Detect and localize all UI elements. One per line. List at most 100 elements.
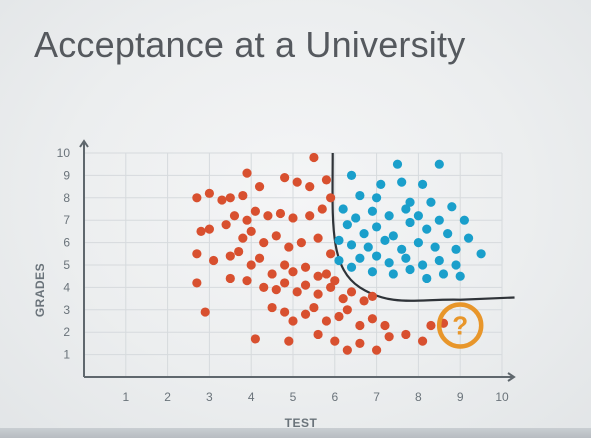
- accepted-point: [463, 233, 474, 243]
- rejected-point: [284, 242, 294, 252]
- y-tick-label: 1: [63, 348, 70, 362]
- x-tick-label: 9: [457, 390, 464, 404]
- rejected-point: [234, 246, 244, 257]
- rejected-point: [250, 206, 260, 216]
- x-tick-label: 6: [331, 390, 338, 404]
- accepted-point: [434, 159, 444, 169]
- accepted-point: [397, 177, 407, 187]
- rejected-point: [208, 255, 219, 266]
- rejected-point: [217, 195, 227, 205]
- rejected-point: [334, 311, 344, 322]
- rejected-point: [342, 345, 352, 355]
- rejected-point: [204, 188, 214, 198]
- y-axis-label: GRADES: [33, 263, 47, 317]
- rejected-point: [426, 320, 436, 331]
- rejected-point: [300, 280, 311, 290]
- rejected-point: [330, 336, 340, 346]
- rejected-point: [288, 267, 298, 277]
- rejected-point: [305, 182, 315, 192]
- y-tick-label: 4: [63, 280, 70, 294]
- y-tick-label: 6: [63, 236, 70, 250]
- rejected-point: [246, 260, 256, 270]
- bottom-bar: [0, 428, 591, 438]
- y-tick-label: 8: [63, 191, 70, 205]
- rejected-point: [313, 271, 323, 281]
- rejected-point: [238, 190, 248, 201]
- rejected-point: [321, 175, 332, 185]
- rejected-point: [288, 316, 298, 326]
- rejected-point: [238, 233, 248, 243]
- rejected-point: [313, 289, 323, 299]
- rejected-point: [321, 269, 332, 279]
- y-tick-label: 7: [63, 213, 70, 227]
- rejected-point: [326, 193, 336, 203]
- accepted-point: [455, 271, 465, 281]
- rejected-point: [313, 329, 323, 340]
- question-circle: [436, 302, 484, 349]
- accepted-point: [405, 217, 415, 228]
- rejected-point: [196, 226, 206, 236]
- accepted-point: [443, 229, 453, 239]
- y-tick-label: 5: [63, 258, 70, 272]
- rejected-point: [250, 334, 260, 344]
- rejected-point: [296, 238, 306, 248]
- rejected-point: [330, 276, 340, 286]
- rejected-point: [200, 307, 210, 317]
- y-tick-label: 9: [63, 168, 70, 182]
- rejected-point: [284, 336, 294, 346]
- rejected-point: [401, 329, 411, 340]
- accepted-point: [355, 190, 365, 201]
- rejected-point: [259, 238, 269, 248]
- axes: [79, 139, 516, 382]
- rejected-point: [380, 320, 390, 331]
- rejected-point: [372, 345, 382, 355]
- accepted-point: [372, 222, 382, 232]
- accepted-point: [346, 262, 357, 272]
- accepted-point: [434, 215, 444, 225]
- rejected-point: [271, 231, 281, 241]
- accepted-point: [401, 253, 411, 263]
- accepted-point: [434, 255, 444, 266]
- rejected-point: [300, 309, 311, 319]
- accepted-point: [392, 159, 403, 169]
- accepted-point: [417, 260, 428, 270]
- rejected-point: [292, 177, 302, 187]
- rejected-point: [280, 307, 290, 317]
- rejected-point: [242, 215, 252, 225]
- rejected-point: [254, 182, 265, 192]
- x-tick-label: 7: [373, 390, 380, 404]
- rejected-point: [359, 296, 369, 306]
- rejected-point: [305, 211, 315, 221]
- accepted-point: [338, 204, 348, 214]
- x-tick-label: 4: [248, 390, 255, 404]
- accepted-point: [384, 258, 394, 268]
- rejected-point: [317, 204, 327, 214]
- rejected-point: [192, 249, 202, 259]
- accepted-point: [401, 204, 411, 214]
- accepted-point: [342, 220, 352, 230]
- rejected-point: [192, 193, 202, 203]
- accepted-point: [438, 269, 449, 279]
- accepted-point: [380, 235, 390, 245]
- accepted-point: [417, 179, 428, 189]
- rejected-point: [280, 260, 290, 270]
- accepted-point: [367, 267, 378, 277]
- x-axis-arrow: [507, 372, 516, 382]
- rejected-point: [280, 173, 290, 183]
- rejected-point: [309, 302, 319, 313]
- rejected-point: [292, 287, 302, 297]
- accepted-point: [447, 202, 457, 212]
- rejected-point: [259, 282, 269, 292]
- rejected-point: [338, 294, 348, 304]
- question-marker: ?: [436, 302, 484, 349]
- accepted-point: [451, 244, 461, 254]
- rejected-point: [271, 285, 281, 295]
- rejected-point: [246, 226, 256, 236]
- rejected-point: [280, 278, 290, 288]
- tick-labels: 1 2 3 4 5 6 7 8 9 10 1 2 3 4 5 6 7 8 9 10: [57, 146, 509, 404]
- accepted-point: [355, 253, 365, 263]
- rejected-point: [346, 287, 357, 297]
- x-tick-label: 10: [495, 390, 509, 404]
- accepted-point: [426, 197, 436, 207]
